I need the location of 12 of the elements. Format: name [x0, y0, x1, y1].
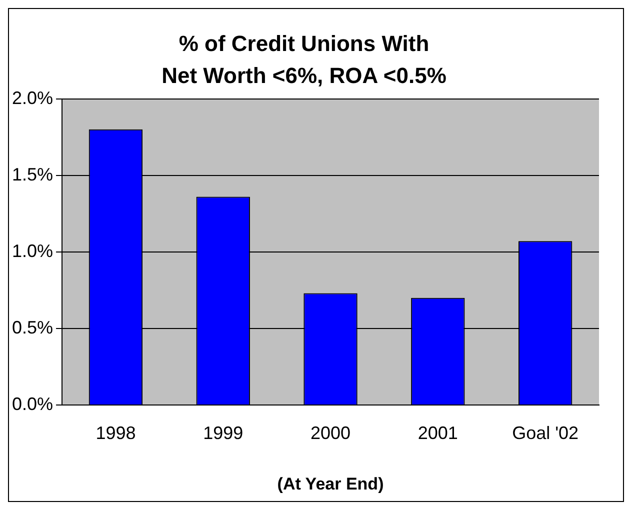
x-tick-label: 2001: [418, 422, 458, 443]
y-tick-label: 1.5%: [12, 164, 54, 184]
y-tick-label: 1.0%: [12, 240, 54, 261]
y-tick-label: 0.5%: [12, 317, 54, 338]
x-axis-title: (At Year End): [277, 474, 384, 494]
x-tick-label: 1999: [203, 422, 244, 443]
x-tick-label: 1998: [96, 422, 136, 443]
y-tick-label: 0.0%: [12, 394, 54, 414]
x-tick-label: 2000: [310, 422, 351, 443]
y-tick-label: 2.0%: [12, 88, 54, 108]
x-tick-label: Goal '02: [512, 422, 579, 443]
chart-title: % of Credit Unions With Net Worth <6%, ROA <0.5%: [162, 31, 446, 88]
